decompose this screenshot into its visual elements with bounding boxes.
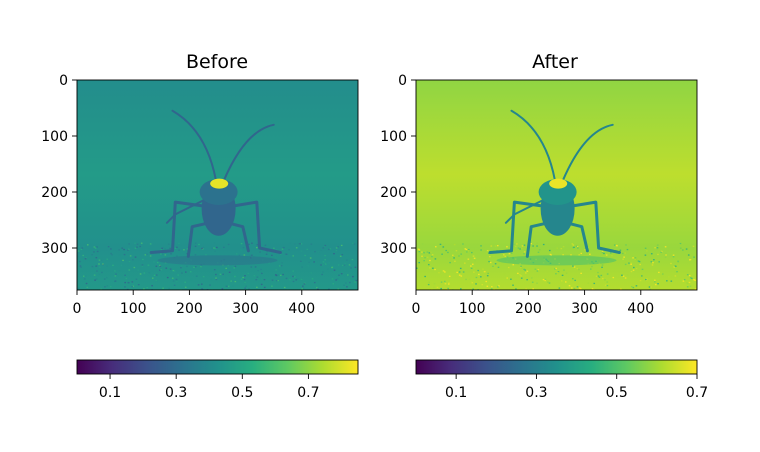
after-image — [415, 79, 698, 291]
shadow — [157, 255, 278, 266]
x-tick-label: 100 — [120, 301, 147, 317]
colorbar-tick-label: 0.1 — [99, 385, 121, 401]
after-panel: After 0 100 200 300 400 0 100 200 300 0.1 0.3 0.5… — [380, 51, 708, 401]
y-tick-label: 300 — [41, 241, 68, 257]
x-tick-label: 300 — [571, 301, 598, 317]
y-tick-label: 0 — [398, 73, 407, 89]
colorbar-tick-label: 0.7 — [686, 385, 708, 401]
before-x-axis: 0 100 200 300 400 — [73, 290, 315, 317]
colorbar-gradient — [415, 359, 698, 375]
colorbar-tick-label: 0.1 — [445, 385, 467, 401]
colorbar-tick-label: 0.5 — [606, 385, 628, 401]
x-tick-label: 200 — [176, 301, 203, 317]
y-tick-label: 200 — [41, 185, 68, 201]
before-y-axis: 0 100 200 300 — [41, 73, 77, 257]
before-title: Before — [186, 51, 248, 73]
ground-texture — [416, 242, 697, 290]
insect-silhouette — [488, 109, 621, 258]
colorbar-tick-label: 0.5 — [231, 385, 253, 401]
x-tick-label: 100 — [459, 301, 486, 317]
y-tick-label: 200 — [380, 185, 407, 201]
x-tick-label: 400 — [627, 301, 654, 317]
after-title: After — [532, 51, 578, 73]
shadow — [496, 255, 617, 266]
insect-silhouette — [149, 109, 282, 258]
x-tick-label: 0 — [412, 301, 421, 317]
y-tick-label: 100 — [41, 129, 68, 145]
after-x-axis: 0 100 200 300 400 — [412, 290, 654, 317]
y-tick-label: 100 — [380, 129, 407, 145]
x-tick-label: 200 — [515, 301, 542, 317]
before-image — [76, 79, 359, 291]
colorbar-tick-label: 0.3 — [165, 385, 187, 401]
y-tick-label: 0 — [59, 73, 68, 89]
after-colorbar: 0.1 0.3 0.5 0.7 — [415, 359, 708, 401]
x-tick-label: 400 — [288, 301, 315, 317]
before-colorbar: 0.1 0.3 0.5 0.7 — [76, 359, 359, 401]
x-tick-label: 0 — [73, 301, 82, 317]
colorbar-tick-label: 0.3 — [525, 385, 547, 401]
x-tick-label: 300 — [232, 301, 259, 317]
y-tick-label: 300 — [380, 241, 407, 257]
after-y-axis: 0 100 200 300 — [380, 73, 416, 257]
colorbar-gradient — [76, 359, 359, 375]
colorbar-tick-label: 0.7 — [297, 385, 319, 401]
